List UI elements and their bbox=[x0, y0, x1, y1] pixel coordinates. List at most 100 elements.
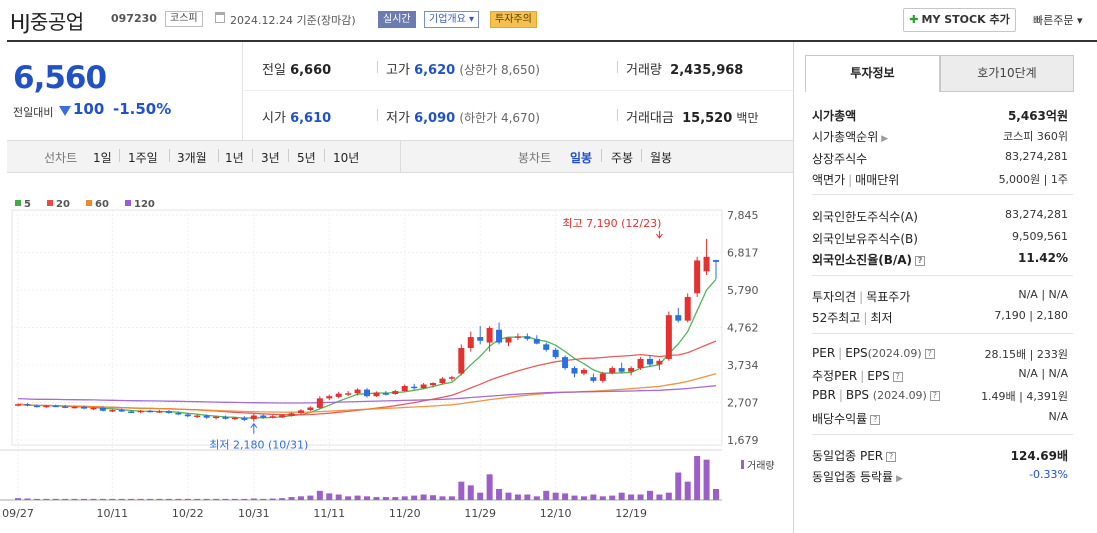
high-price: 고가 6,620 (상한가 8,650) bbox=[386, 59, 540, 78]
candle-body bbox=[165, 411, 172, 413]
row-pbr-bps: PBR | BPS (2024.09)? 1.49배 | 4,391원 bbox=[812, 388, 1068, 403]
candle-body bbox=[486, 327, 493, 343]
high-value: 6,620 bbox=[414, 63, 456, 78]
market-cap-label: 시가총액 bbox=[812, 109, 857, 123]
tab-invest-info[interactable]: 투자정보 bbox=[805, 55, 940, 92]
est-eps-label: EPS bbox=[867, 369, 890, 383]
candle-body bbox=[33, 405, 40, 408]
volume-bar bbox=[156, 498, 163, 500]
row-est-per: 추정PER | EPS? N/A | N/A bbox=[812, 367, 1068, 383]
candle-body bbox=[354, 389, 361, 394]
period-1d[interactable]: 1일 bbox=[93, 151, 112, 165]
price-change: 100 bbox=[73, 100, 105, 118]
bps-label: BPS bbox=[845, 388, 869, 402]
high-label: 고가 bbox=[386, 63, 410, 78]
volume-bar bbox=[316, 490, 323, 500]
volume-bar bbox=[646, 490, 653, 500]
target-label: 목표주가 bbox=[866, 290, 911, 304]
candle-body bbox=[184, 414, 191, 417]
candle-body bbox=[373, 392, 380, 397]
candle-body bbox=[401, 385, 408, 392]
candle-body bbox=[609, 368, 616, 373]
foreign-ratio-value: 11.42% bbox=[1018, 251, 1068, 265]
x-tick-label: 11/20 bbox=[389, 507, 421, 520]
period-divider bbox=[324, 149, 325, 162]
help-icon[interactable]: ? bbox=[915, 256, 926, 266]
candle-weekly[interactable]: 주봉 bbox=[611, 151, 634, 165]
volume-bar bbox=[694, 456, 701, 500]
price-chart[interactable]: 7,845 6,817 5,790 4,762 3,734 2,707 1,679 09/27… bbox=[0, 190, 793, 533]
legend-swatch-ma120 bbox=[125, 200, 131, 206]
period-5y[interactable]: 5년 bbox=[297, 151, 316, 165]
volume-bar bbox=[524, 494, 531, 500]
volume-legend-label: 거래량 bbox=[747, 460, 775, 472]
candle-body bbox=[203, 415, 210, 418]
open-label: 시가 bbox=[262, 111, 286, 126]
market-cap-value: 5,463억원 bbox=[1007, 109, 1068, 123]
volume-bar bbox=[467, 485, 474, 500]
candle-body bbox=[467, 337, 474, 349]
candle-body bbox=[533, 338, 540, 344]
caret-right-icon: ▶ bbox=[881, 134, 889, 144]
amount-label: 거래대금 bbox=[626, 111, 674, 126]
panel-divider bbox=[793, 42, 794, 533]
period-divider bbox=[169, 149, 170, 162]
row-face-value: 액면가 | 매매단위 5,000원 | 1주 bbox=[812, 173, 1068, 187]
pbr-year: (2024.09) bbox=[872, 389, 927, 402]
candle-body bbox=[420, 384, 427, 389]
candle-body bbox=[52, 405, 59, 408]
volume-bar bbox=[231, 498, 238, 500]
volume-bar bbox=[505, 492, 512, 500]
face-label: 액면가 bbox=[812, 173, 846, 187]
add-mystock-button[interactable]: ✚ MY STOCK 추가 bbox=[903, 8, 1016, 32]
caret-right-icon: ▶ bbox=[896, 474, 904, 484]
volume-bar bbox=[675, 472, 682, 500]
help-icon[interactable]: ? bbox=[929, 391, 940, 401]
trade-unit-label: 매매단위 bbox=[855, 173, 900, 187]
period-1y[interactable]: 1년 bbox=[225, 151, 244, 165]
shares-label: 상장주식수 bbox=[812, 152, 868, 166]
stock-code: 097230 bbox=[111, 12, 157, 25]
volume-bar bbox=[33, 498, 40, 500]
candle-monthly[interactable]: 월봉 bbox=[650, 151, 673, 165]
candle-body bbox=[137, 410, 144, 413]
low-annotation: 최저 2,180 (10/31) bbox=[209, 439, 308, 452]
period-3m[interactable]: 3개월 bbox=[177, 151, 207, 165]
prev-close: 전일 6,660 bbox=[262, 59, 331, 78]
help-icon[interactable]: ? bbox=[886, 452, 897, 462]
rank-value: 코스피 360위 bbox=[1003, 130, 1068, 143]
eps-label: EPS bbox=[845, 346, 868, 360]
candle-body bbox=[580, 369, 587, 374]
help-icon[interactable]: ? bbox=[892, 372, 903, 382]
volume-bar bbox=[326, 493, 333, 500]
company-overview-button[interactable]: 기업개요 ▾ bbox=[424, 11, 479, 28]
candle-body bbox=[156, 411, 163, 413]
foreign-limit-value: 83,274,281 bbox=[1005, 208, 1068, 221]
add-mystock-label: MY STOCK 추가 bbox=[921, 13, 1010, 26]
help-icon[interactable]: ? bbox=[924, 349, 935, 359]
candle-body bbox=[71, 406, 78, 409]
face-trade-value: 5,000원 | 1주 bbox=[998, 173, 1068, 186]
row-cap-rank[interactable]: 시가총액순위 ▶ 코스피 360위 bbox=[812, 125, 1068, 146]
candle-body bbox=[90, 407, 97, 410]
candle-daily[interactable]: 일봉 bbox=[570, 151, 593, 165]
candle-body bbox=[684, 296, 691, 321]
quick-order-button[interactable]: 빠른주문 ▾ bbox=[1033, 14, 1083, 27]
period-1w[interactable]: 1주일 bbox=[128, 151, 158, 165]
candle-body bbox=[307, 407, 314, 411]
low-value: 6,090 bbox=[414, 111, 456, 126]
candle-body bbox=[618, 368, 625, 372]
y-tick-label: 4,762 bbox=[727, 322, 759, 335]
tab-order-book[interactable]: 호가10단계 bbox=[940, 55, 1074, 92]
quote-separator bbox=[617, 109, 618, 121]
volume-bar bbox=[297, 496, 304, 500]
candle-body bbox=[109, 410, 116, 412]
period-10y[interactable]: 10년 bbox=[333, 151, 360, 165]
candle-body bbox=[646, 358, 653, 365]
realtime-badge[interactable]: 실시간 bbox=[378, 11, 416, 28]
quote-separator bbox=[377, 109, 378, 121]
help-icon[interactable]: ? bbox=[870, 415, 881, 425]
volume-bar bbox=[609, 495, 616, 500]
period-3y[interactable]: 3년 bbox=[261, 151, 280, 165]
row-sector-rate[interactable]: 동일업종 등락률 ▶ -0.33% bbox=[812, 465, 1068, 486]
